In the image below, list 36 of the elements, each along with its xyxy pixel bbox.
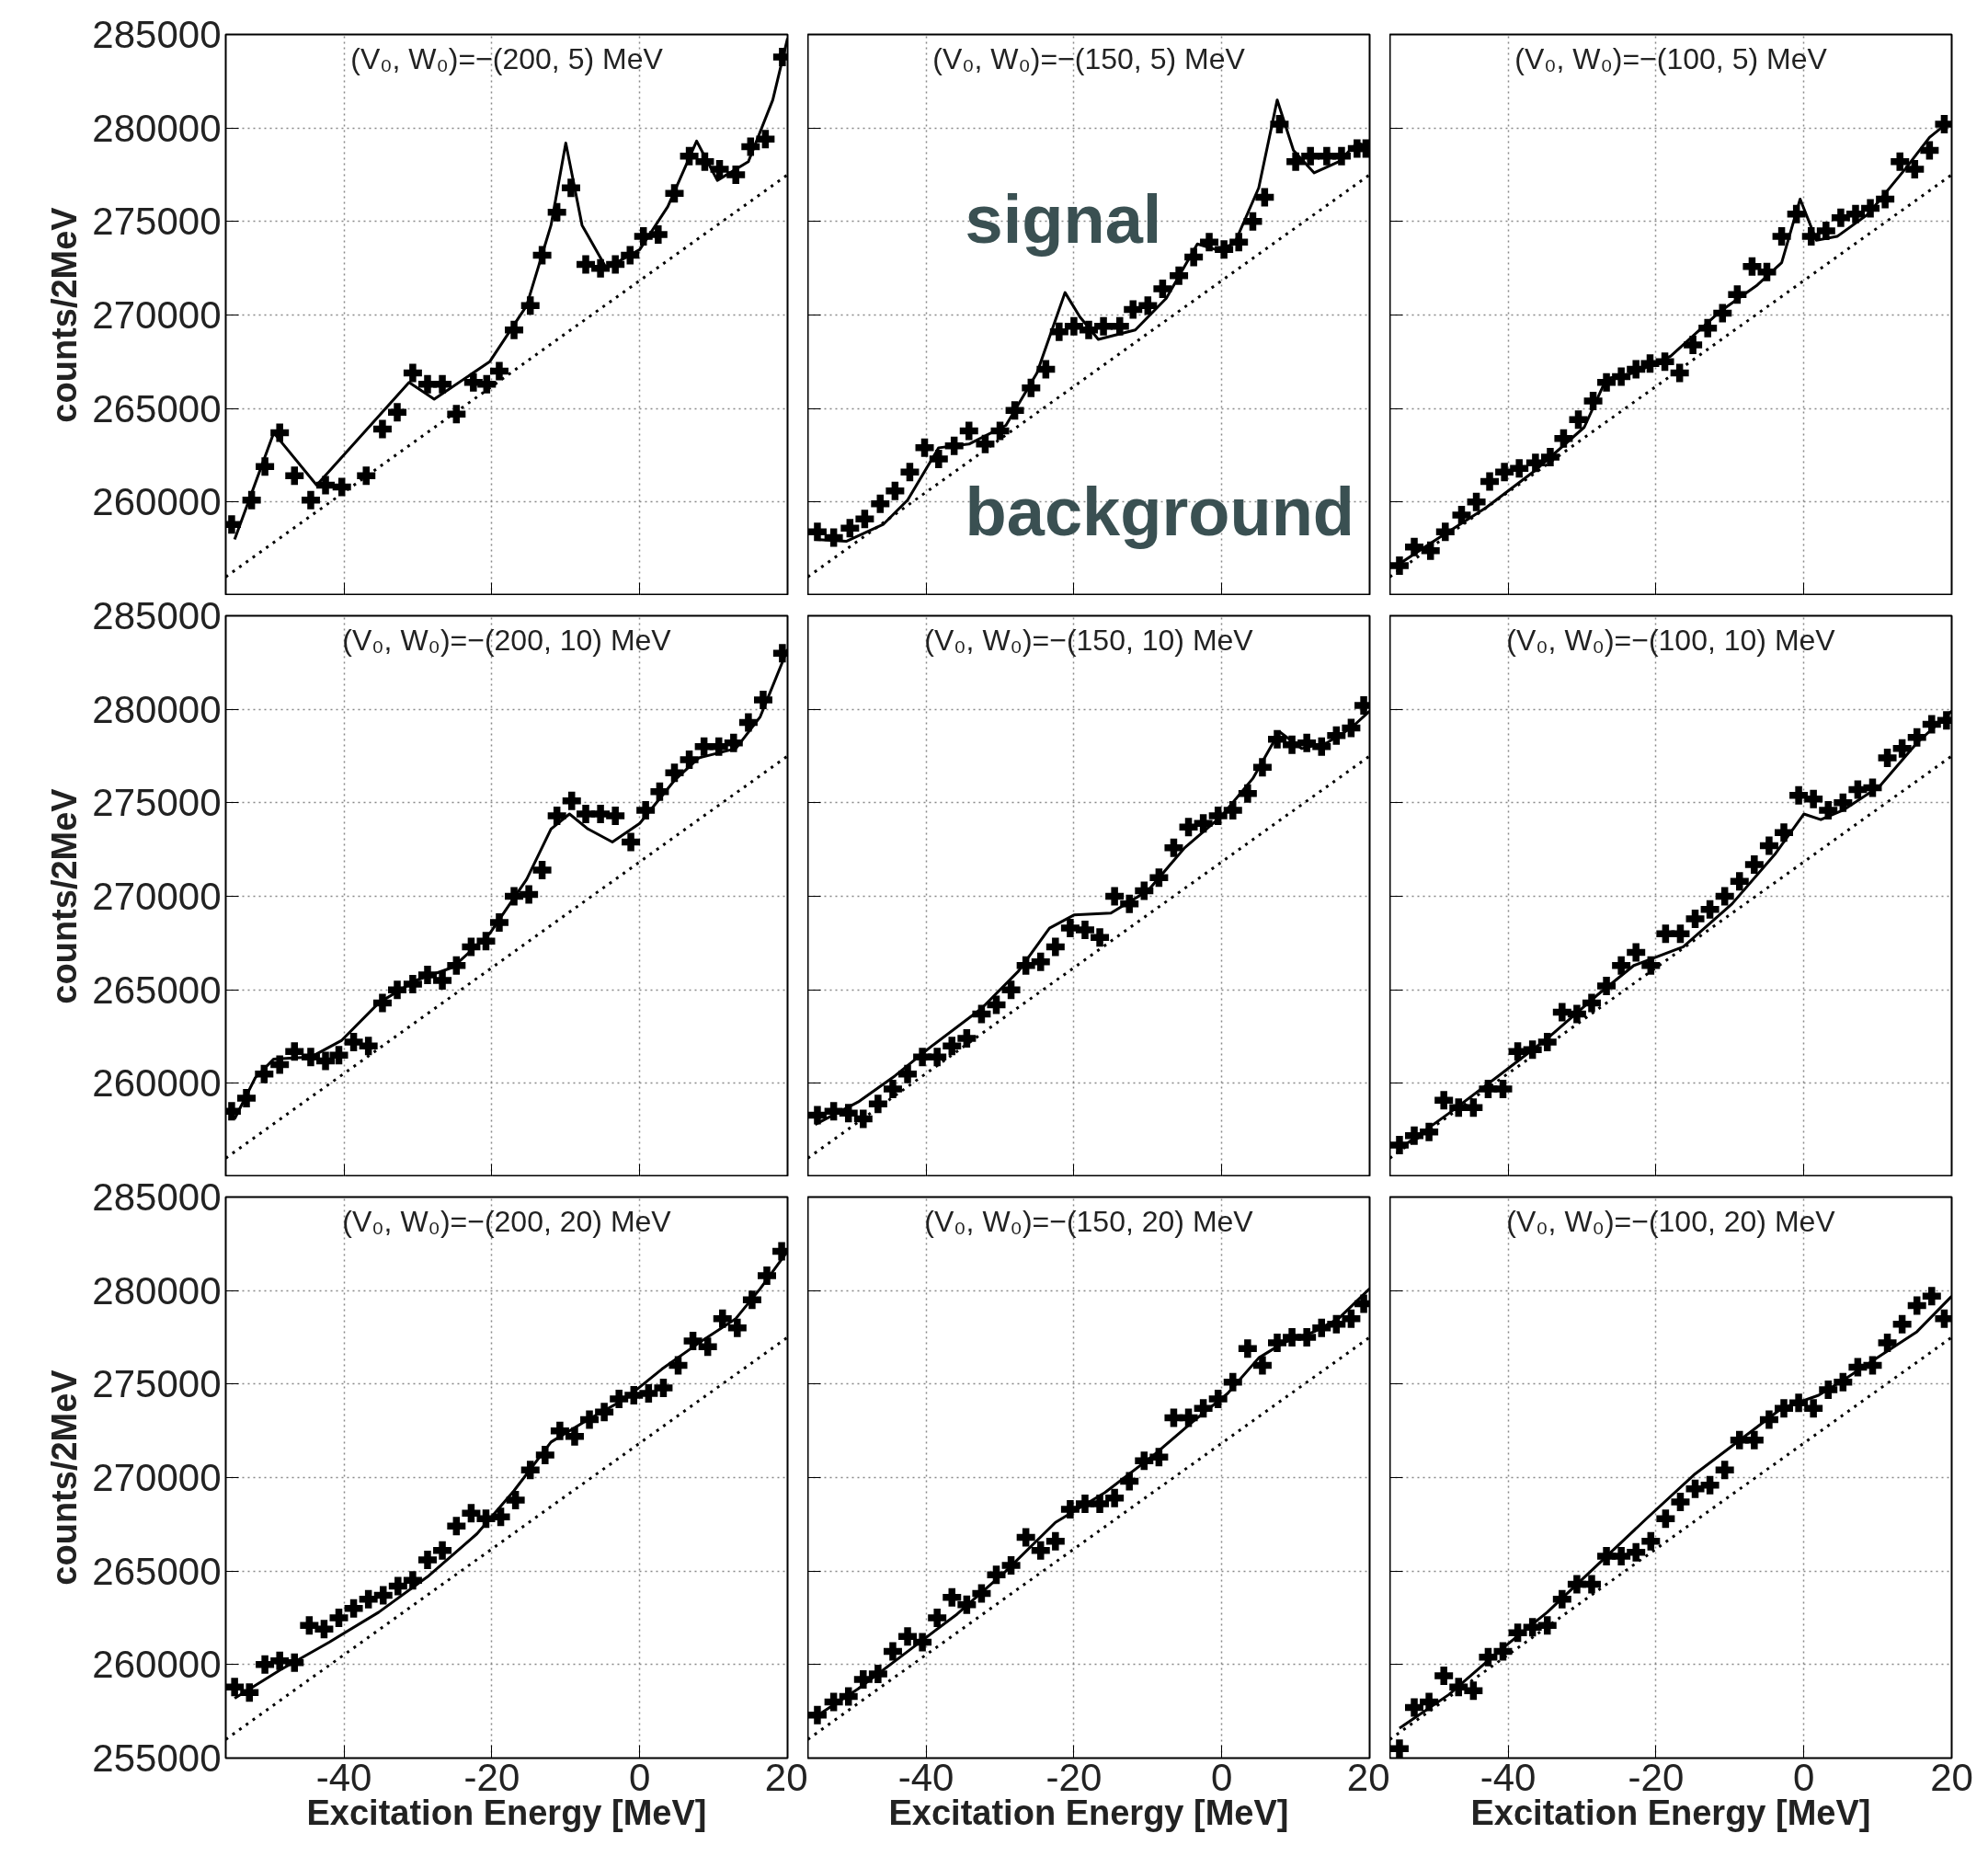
chart-title: (V₀, W₀)=−(200, 20) MeV bbox=[342, 1204, 672, 1238]
y-axis-title: counts/2MeV bbox=[45, 1369, 85, 1586]
y-tick-label: 260000 bbox=[92, 480, 222, 524]
annotation: signal bbox=[965, 181, 1162, 258]
chart-title: (V₀, W₀)=−(200, 5) MeV bbox=[350, 41, 664, 75]
chart-title: (V₀, W₀)=−(100, 20) MeV bbox=[1506, 1204, 1836, 1238]
x-tick-label: 20 bbox=[1346, 1755, 1390, 1799]
y-tick-label: 280000 bbox=[92, 687, 222, 731]
y-tick-label: 270000 bbox=[92, 293, 222, 337]
y-axis-title: counts/2MeV bbox=[45, 787, 85, 1004]
y-tick-label: 280000 bbox=[92, 1268, 222, 1312]
y-tick-label: 270000 bbox=[92, 1456, 222, 1499]
y-tick-label: 260000 bbox=[92, 1061, 222, 1106]
y-tick-label: 265000 bbox=[92, 1549, 222, 1593]
y-tick-label: 265000 bbox=[92, 386, 222, 430]
chart-title: (V₀, W₀)=−(150, 5) MeV bbox=[932, 41, 1246, 75]
y-tick-label: 285000 bbox=[92, 1175, 222, 1219]
y-tick-label: 275000 bbox=[92, 200, 222, 244]
chart-title: (V₀, W₀)=−(150, 10) MeV bbox=[924, 623, 1254, 657]
y-tick-label: 270000 bbox=[92, 875, 222, 918]
y-tick-label: 285000 bbox=[92, 13, 222, 56]
y-tick-label: 260000 bbox=[92, 1643, 222, 1687]
chart-title: (V₀, W₀)=−(100, 5) MeV bbox=[1514, 41, 1828, 75]
x-tick-label: 20 bbox=[764, 1755, 808, 1799]
annotation: background bbox=[965, 473, 1355, 550]
chart-title: (V₀, W₀)=−(200, 10) MeV bbox=[342, 623, 672, 657]
x-tick-label: 20 bbox=[1930, 1755, 1973, 1799]
y-tick-label: 285000 bbox=[92, 594, 222, 637]
chart-title: (V₀, W₀)=−(150, 20) MeV bbox=[924, 1204, 1254, 1238]
y-tick-label: 275000 bbox=[92, 1362, 222, 1406]
y-tick-label: 265000 bbox=[92, 968, 222, 1012]
y-tick-label: 275000 bbox=[92, 781, 222, 825]
y-tick-label: 255000 bbox=[92, 1736, 222, 1780]
y-tick-label: 280000 bbox=[92, 106, 222, 150]
y-axis-title: counts/2MeV bbox=[45, 206, 85, 423]
chart-title: (V₀, W₀)=−(100, 10) MeV bbox=[1506, 623, 1836, 657]
